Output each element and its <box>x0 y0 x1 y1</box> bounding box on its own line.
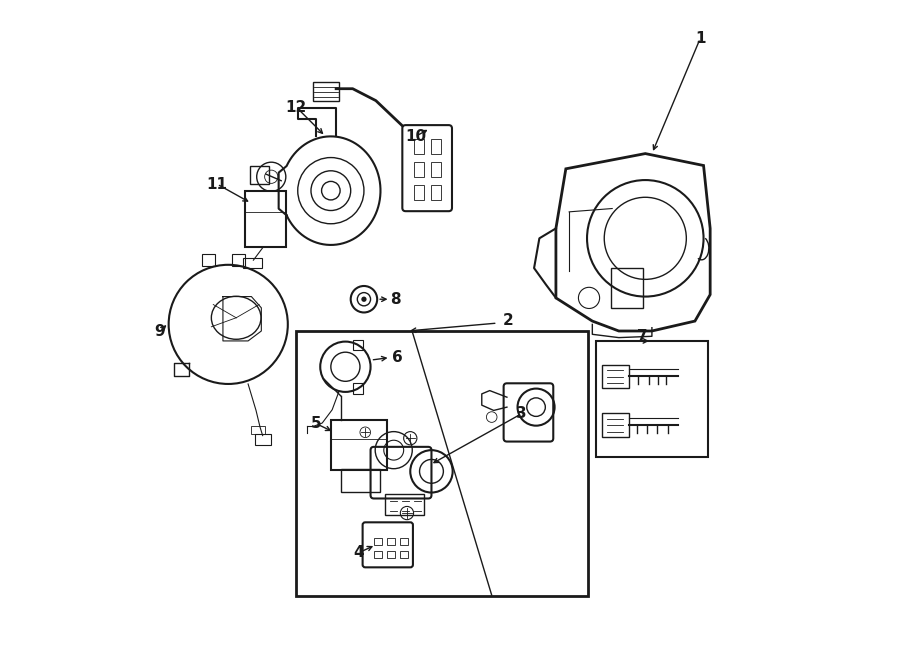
Text: 10: 10 <box>405 129 426 144</box>
Bar <box>251 426 265 434</box>
Bar <box>331 420 387 470</box>
Text: 8: 8 <box>391 292 401 307</box>
Text: 5: 5 <box>311 416 321 431</box>
Bar <box>255 434 271 445</box>
Bar <box>602 365 629 388</box>
Bar <box>400 538 409 545</box>
Bar <box>414 139 424 154</box>
Bar <box>353 340 364 350</box>
Bar <box>387 538 395 545</box>
Text: 2: 2 <box>503 313 514 328</box>
Bar <box>414 162 424 177</box>
Bar <box>385 494 424 515</box>
Bar <box>245 191 286 247</box>
Text: 4: 4 <box>354 545 364 560</box>
Text: 12: 12 <box>286 100 307 115</box>
Bar <box>244 258 262 268</box>
Text: 6: 6 <box>392 350 402 365</box>
Text: 11: 11 <box>206 177 228 191</box>
Bar <box>313 82 339 101</box>
Bar <box>400 551 409 558</box>
Bar <box>202 254 215 266</box>
Bar <box>374 538 382 545</box>
Bar <box>596 341 708 457</box>
Bar <box>296 331 588 596</box>
Bar <box>341 469 381 492</box>
Bar <box>431 162 441 177</box>
Bar <box>414 185 424 200</box>
Bar <box>611 268 643 308</box>
Bar <box>387 551 395 558</box>
Bar <box>353 383 364 394</box>
Text: 3: 3 <box>517 406 526 421</box>
Bar <box>602 413 629 437</box>
Text: 1: 1 <box>695 31 706 46</box>
Text: 7: 7 <box>636 329 647 344</box>
Text: 9: 9 <box>155 324 166 338</box>
Bar <box>231 254 245 266</box>
Bar <box>431 185 441 200</box>
Circle shape <box>361 297 366 302</box>
Bar <box>250 166 268 184</box>
Bar <box>431 139 441 154</box>
Bar <box>374 551 382 558</box>
